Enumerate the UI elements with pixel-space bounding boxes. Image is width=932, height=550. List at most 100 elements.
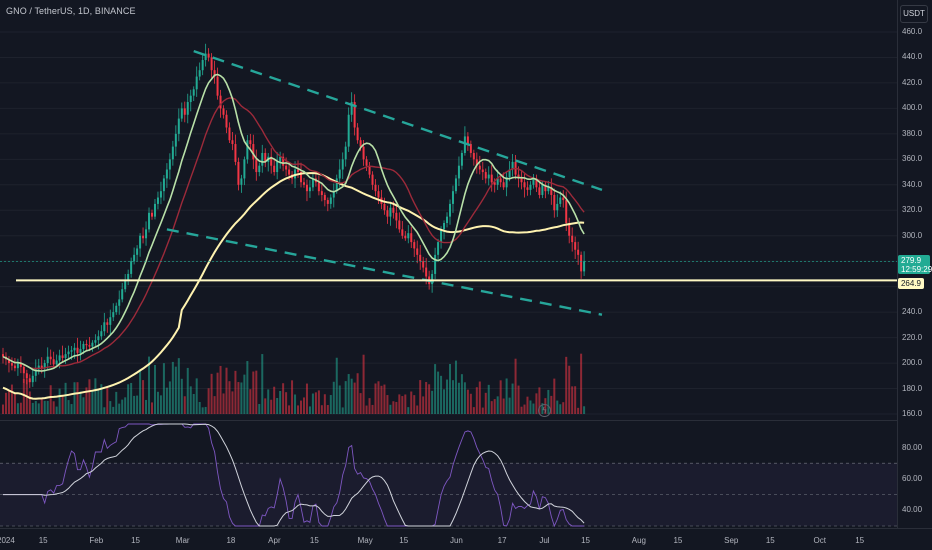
volume-bar xyxy=(547,389,550,414)
volume-bar xyxy=(249,389,252,414)
volume-bar xyxy=(457,382,460,414)
volume-bar xyxy=(383,384,386,414)
candle-body xyxy=(234,144,237,162)
volume-bar xyxy=(526,396,529,414)
pane-separator[interactable] xyxy=(0,420,898,421)
price-tick: 200.0 xyxy=(902,358,923,368)
candle-body xyxy=(460,152,463,166)
volume-bar xyxy=(73,382,76,414)
candle-body xyxy=(505,177,508,188)
candle-body xyxy=(130,261,133,274)
candle-body xyxy=(562,197,565,201)
volume-bar xyxy=(91,390,94,414)
volume-bar xyxy=(550,395,553,414)
volume-bar xyxy=(2,404,4,414)
time-tick: 15 xyxy=(399,536,409,545)
volume-bar xyxy=(559,404,562,414)
candle-body xyxy=(255,159,258,173)
symbol-info[interactable]: GNO / TetherUS, 1D, BINANCE xyxy=(6,6,136,16)
volume-bar xyxy=(46,400,49,414)
price-tick: 400.0 xyxy=(902,103,923,113)
candle-body xyxy=(344,146,347,160)
volume-bar xyxy=(451,380,454,414)
candle-body xyxy=(94,340,97,343)
volume-bar xyxy=(13,393,16,414)
volume-bar xyxy=(517,385,520,414)
lightning-icon[interactable]: ϟ xyxy=(538,404,551,417)
volume-bar xyxy=(270,399,273,414)
volume-bar xyxy=(139,369,142,414)
candle-body xyxy=(118,299,121,306)
price-tick: 380.0 xyxy=(902,128,923,138)
time-tick: 15 xyxy=(309,536,319,545)
candle-body xyxy=(302,182,305,185)
volume-bar xyxy=(335,357,338,414)
volume-bar xyxy=(490,401,493,414)
candle-body xyxy=(347,114,350,147)
volume-bar xyxy=(523,404,526,414)
time-tick: May xyxy=(357,536,373,545)
volume-bar xyxy=(487,384,490,414)
candle-body xyxy=(520,178,523,183)
volume-bar xyxy=(228,381,231,414)
volume-bar xyxy=(454,360,457,414)
volume-bar xyxy=(389,404,392,414)
volume-bar xyxy=(377,381,380,414)
volume-bar xyxy=(532,403,535,414)
candle-body xyxy=(407,233,410,239)
trendline xyxy=(166,228,603,316)
candle-body xyxy=(64,354,67,358)
volume-bar xyxy=(133,395,136,414)
trendlines[interactable] xyxy=(166,49,603,316)
volume-bar xyxy=(145,399,148,414)
candle-body xyxy=(413,242,416,249)
volume-bar xyxy=(61,394,64,414)
volume-bar xyxy=(246,361,249,414)
volume-bar xyxy=(317,390,320,414)
volume-bar xyxy=(449,363,451,414)
candle-body xyxy=(49,356,52,360)
candle-body xyxy=(550,187,553,195)
volume-bar xyxy=(320,405,323,414)
volume-bar xyxy=(443,389,446,414)
volume-bar xyxy=(115,391,118,414)
volume-bar xyxy=(198,401,201,414)
candle-body xyxy=(162,178,165,192)
volume-bar xyxy=(300,400,302,414)
volume-bar xyxy=(37,403,40,414)
candle-body xyxy=(490,174,493,183)
time-axis-border xyxy=(0,528,932,529)
candle-body xyxy=(484,172,487,179)
candle-body xyxy=(79,349,82,353)
volume-bar xyxy=(234,370,237,414)
volume-bar xyxy=(174,366,177,414)
time-tick: Jul xyxy=(539,536,550,545)
candle-body xyxy=(332,191,335,198)
candle-body xyxy=(386,210,389,217)
currency-button[interactable]: USDT xyxy=(900,5,928,23)
volume-bar xyxy=(82,397,85,414)
volume-bar xyxy=(285,392,288,414)
price-tick: 340.0 xyxy=(902,179,923,189)
volume-bar xyxy=(332,381,335,414)
volume-bar xyxy=(395,401,398,414)
candle-body xyxy=(329,197,332,204)
volume-bar xyxy=(508,397,511,414)
candle-body xyxy=(231,140,234,145)
volume-bar xyxy=(10,384,13,414)
volume-bar xyxy=(255,370,258,414)
volume-bar xyxy=(419,380,422,414)
volume-bar xyxy=(311,393,314,414)
candle-body xyxy=(288,169,291,175)
candle-body xyxy=(177,118,180,134)
volume-bar xyxy=(565,356,568,414)
volume-bar xyxy=(466,389,469,414)
volume-bar xyxy=(499,380,502,414)
candle-body xyxy=(142,235,145,239)
volume-bar xyxy=(183,396,186,414)
candle-body xyxy=(475,159,478,166)
candle-body xyxy=(472,152,475,160)
volume-bar xyxy=(288,405,291,414)
price-tick: 160.0 xyxy=(902,409,923,418)
